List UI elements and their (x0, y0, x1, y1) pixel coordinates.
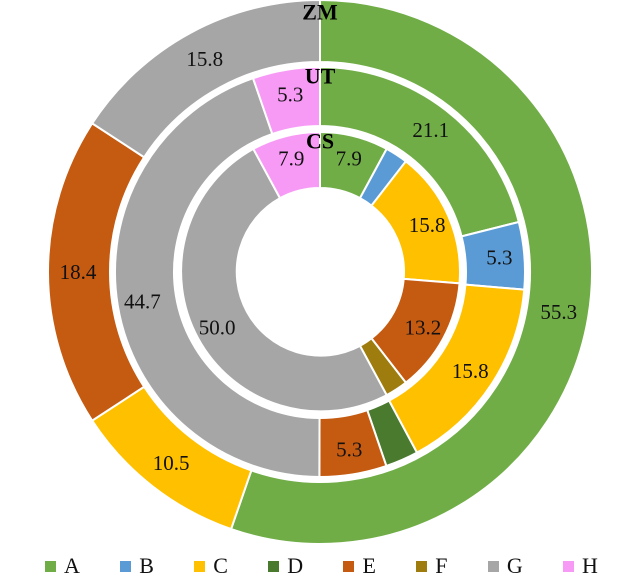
nested-donut-chart: 55.310.518.415.8ZM21.15.315.85.344.75.3U… (47, 0, 593, 545)
legend-swatch-F (416, 560, 428, 572)
segment-CS-G (180, 147, 388, 413)
segment-value-label-ZM-G: 15.8 (186, 47, 223, 71)
segment-value-label-UT-A: 21.1 (412, 118, 449, 142)
legend-label-G: G (506, 553, 523, 578)
legend-label-D: D (287, 553, 304, 578)
segment-value-label-CS-H: 7.9 (278, 147, 304, 171)
legend-item-F: F (416, 553, 448, 578)
legend-item-E: E (343, 553, 376, 578)
legend-item-B: B (120, 555, 154, 577)
ring-title-ZM: ZM (302, 0, 338, 25)
segment-CS-H (252, 131, 321, 200)
legend-label-E: E (362, 553, 376, 578)
segment-value-label-CS-A: 7.9 (336, 147, 362, 171)
legend-item-C: C (194, 555, 228, 577)
segment-value-label-CS-C: 15.8 (409, 213, 446, 237)
legend-item-A: A (45, 555, 80, 577)
legend-label-F: F (435, 553, 448, 578)
segment-value-label-CS-E: 13.2 (405, 316, 442, 340)
legend-item-H: H (563, 555, 598, 577)
segment-UT-G (114, 77, 321, 478)
segment-value-label-UT-G: 44.7 (124, 290, 161, 314)
legend-label-A: A (64, 553, 80, 578)
legend-swatch-H (563, 560, 575, 572)
segment-value-label-ZM-E: 18.4 (60, 260, 97, 284)
segment-value-label-UT-E: 5.3 (336, 438, 362, 462)
legend-label-H: H (582, 553, 598, 578)
legend-swatch-G (487, 560, 499, 572)
legend-swatch-D (268, 560, 280, 572)
legend-swatch-A (45, 560, 56, 572)
segment-value-label-ZM-C: 10.5 (153, 451, 190, 475)
legend: A B C D E F G H (0, 554, 640, 578)
legend-label-C: C (213, 553, 228, 578)
segment-ZM-A (230, 0, 593, 545)
segment-value-label-UT-H: 5.3 (277, 83, 303, 107)
segment-UT-H (252, 66, 321, 135)
ring-title-UT: UT (305, 64, 336, 89)
segment-ZM-G (91, 0, 321, 159)
legend-swatch-C (194, 560, 206, 572)
legend-item-G: G (487, 553, 523, 578)
segment-value-label-UT-B: 5.3 (486, 246, 512, 270)
segment-value-label-ZM-A: 55.3 (540, 300, 577, 324)
legend-swatch-B (120, 560, 132, 572)
segment-value-label-UT-C: 15.8 (452, 359, 489, 383)
segment-value-label-CS-G: 50.0 (199, 316, 236, 340)
legend-label-B: B (139, 553, 154, 578)
legend-swatch-E (343, 560, 355, 572)
ring-title-CS: CS (306, 129, 334, 154)
legend-item-D: D (268, 555, 303, 577)
